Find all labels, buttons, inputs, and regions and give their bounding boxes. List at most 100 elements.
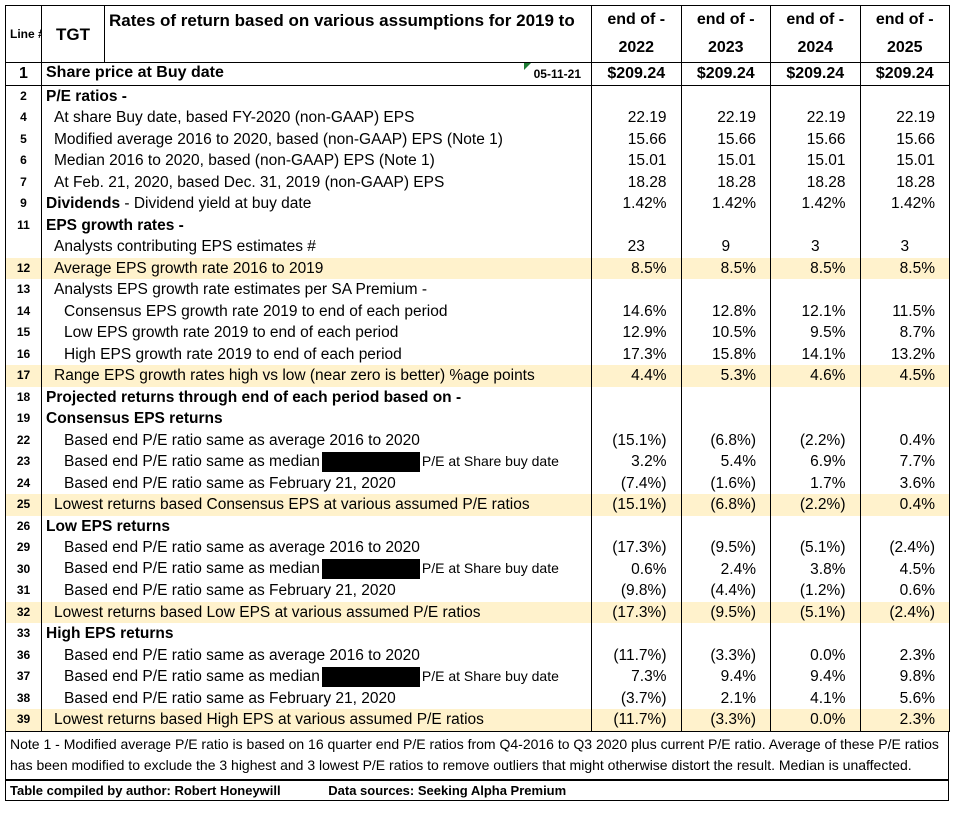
value-cell-2024: 1.42% (770, 193, 861, 215)
value-cell-2022: 15.01 (591, 150, 682, 172)
table-row: 14 Consensus EPS growth rate 2019 to end … (5, 300, 950, 322)
line-number: 12 (5, 257, 42, 279)
table-row: 13 Analysts EPS growth rate estimates per… (5, 279, 950, 301)
row-label: Analysts contributing EPS estimates # (54, 238, 316, 256)
row-label-cell: Lowest returns based High EPS at various… (41, 709, 592, 732)
line-number: 17 (5, 365, 42, 387)
value-cell-2023 (680, 515, 771, 537)
row-label: Range EPS growth rates high vs low (near… (54, 367, 535, 385)
row-label: Consensus EPS growth rate 2019 to end of… (64, 302, 448, 320)
row-label-cell: EPS growth rates - (41, 214, 592, 236)
table-row: 22 Based end P/E ratio same as average 20… (5, 429, 950, 451)
value-cell-2025: 0.4% (859, 429, 950, 451)
line-number: 31 (5, 580, 42, 602)
col-prefix-4: end of - (859, 5, 950, 34)
value-cell-2022: 8.5% (591, 257, 682, 279)
value-cell-2022: 0.6% (591, 558, 682, 580)
value-cell-2022: 14.6% (591, 300, 682, 322)
row-label-cell: Median 2016 to 2020, based (non-GAAP) EP… (41, 150, 592, 172)
line-number: 22 (5, 429, 42, 451)
line-number: 9 (5, 193, 42, 215)
line-number: 29 (5, 537, 42, 559)
table-row: 7 At Feb. 21, 2020, based Dec. 31, 2019 (… (5, 171, 950, 193)
row-label: Based end P/E ratio same as February 21,… (64, 689, 396, 707)
row-label: High EPS returns (46, 625, 174, 643)
value-cell-2022: (7.4%) (591, 472, 682, 494)
row-label-cell: Based end P/E ratio same as median P/E at… (41, 666, 592, 688)
value-cell-2022 (591, 623, 682, 645)
value-cell-2023 (680, 623, 771, 645)
line-number: 19 (5, 408, 42, 430)
value-cell-2023: (4.4%) (680, 580, 771, 602)
line-number: 2 (5, 85, 42, 107)
row-label-bold: Dividends (46, 195, 121, 213)
value-cell-2023 (680, 279, 771, 301)
row-label-cell: Based end P/E ratio same as February 21,… (41, 687, 592, 709)
row-label-suffix: P/E at Share buy date (421, 667, 559, 684)
line-number: 33 (5, 623, 42, 645)
value-cell-2024: 0.0% (770, 709, 861, 732)
year-2025: 2025 (859, 34, 950, 63)
line-number: 38 (5, 687, 42, 709)
value-cell-2024: (2.2%) (770, 429, 861, 451)
table-row: 31 Based end P/E ratio same as February 2… (5, 580, 950, 602)
row-label-cell: Consensus EPS returns (41, 408, 592, 430)
value-cell-2022: 3.2% (591, 451, 682, 473)
value-cell-2024 (770, 85, 861, 107)
value-cell-2024: 15.01 (770, 150, 861, 172)
value-cell-2023: 5.3% (680, 365, 771, 387)
value-cell-2024: 4.6% (770, 365, 861, 387)
value-cell-2022 (591, 214, 682, 236)
value-cell-2022: 17.3% (591, 343, 682, 365)
line-number: 25 (5, 494, 42, 516)
row-label: At Feb. 21, 2020, based Dec. 31, 2019 (n… (54, 173, 445, 191)
value-cell-2022: 12.9% (591, 322, 682, 344)
row-label-cell: Based end P/E ratio same as average 2016… (41, 429, 592, 451)
value-cell-2025: 22.19 (859, 107, 950, 129)
comment-marker-icon (524, 63, 531, 70)
value-cell-2025 (859, 515, 950, 537)
table-row: 29 Based end P/E ratio same as average 20… (5, 537, 950, 559)
value-cell-2025: 15.01 (859, 150, 950, 172)
value-cell-2022: 22.19 (591, 107, 682, 129)
value-cell-2025 (859, 85, 950, 107)
value-cell-2024: 1.7% (770, 472, 861, 494)
value-cell-2025: 15.66 (859, 128, 950, 150)
row-label: - Dividend yield at buy date (120, 195, 312, 213)
value-cell-2022: (17.3%) (591, 537, 682, 559)
table-row: 17 Range EPS growth rates high vs low (ne… (5, 365, 950, 387)
value-cell-2025: 7.7% (859, 451, 950, 473)
row-label: Lowest returns based Low EPS at various … (54, 603, 481, 621)
row-label-cell: High EPS growth rate 2019 to end of each… (41, 343, 592, 365)
value-cell-2025: 9.8% (859, 666, 950, 688)
value-cell-2023: 9 (680, 236, 771, 258)
value-cell-2022: (9.8%) (591, 580, 682, 602)
value-cell-2023: (6.8%) (680, 494, 771, 516)
buy-date: 05-11-21 (533, 67, 581, 82)
value-cell-2022: 7.3% (591, 666, 682, 688)
value-cell-2023: 8.5% (680, 257, 771, 279)
row-label-cell: Analysts contributing EPS estimates # (41, 236, 592, 258)
value-cell-2023 (680, 85, 771, 107)
value-cell-2024: 18.28 (770, 171, 861, 193)
row-label-cell: Based end P/E ratio same as median P/E at… (41, 451, 592, 473)
value-cell-2022: 4.4% (591, 365, 682, 387)
line-number: 7 (5, 171, 42, 193)
value-cell-2025: 3.6% (859, 472, 950, 494)
value-cell-2025: 8.7% (859, 322, 950, 344)
value-cell-2024: 3 (770, 236, 861, 258)
row-label: Based end P/E ratio same as average 2016… (64, 646, 420, 664)
value-cell-2023: 2.1% (680, 687, 771, 709)
row-label: Based end P/E ratio same as average 2016… (64, 431, 420, 449)
row-label-cell: Range EPS growth rates high vs low (near… (41, 365, 592, 387)
value-cell-2023: (3.3%) (680, 644, 771, 666)
value-cell-2024: (1.2%) (770, 580, 861, 602)
value-cell-2025: 5.6% (859, 687, 950, 709)
table-footer: Table compiled by author: Robert Honeywi… (5, 779, 949, 801)
value-cell-2023: (1.6%) (680, 472, 771, 494)
share-price-2025: $209.24 (859, 62, 950, 86)
year-2023: 2023 (680, 34, 771, 63)
value-cell-2022: (15.1%) (591, 494, 682, 516)
row-label: Lowest returns based Consensus EPS at va… (54, 496, 530, 514)
redaction-box (321, 559, 420, 580)
